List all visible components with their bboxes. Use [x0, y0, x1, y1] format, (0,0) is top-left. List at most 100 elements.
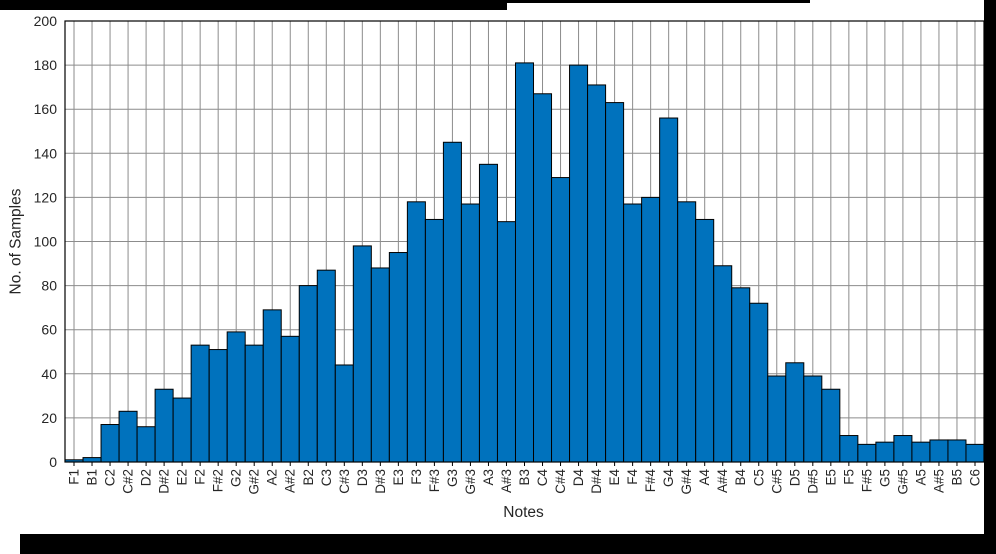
- y-tick-label: 140: [34, 145, 58, 161]
- bar-D#2: [154, 388, 174, 463]
- x-tick-label: C6: [967, 469, 982, 486]
- x-tick-label: B3: [517, 469, 532, 486]
- x-tick-label: B5: [949, 469, 964, 486]
- x-tick-label: D5: [787, 469, 802, 486]
- x-tick-label: A#3: [499, 469, 514, 493]
- bar-E3: [388, 252, 408, 463]
- bar-E5: [821, 388, 841, 463]
- bar-A3: [478, 163, 498, 463]
- y-tick-label: 40: [41, 366, 57, 382]
- x-tick-label: E2: [175, 469, 190, 486]
- bar-G#2: [244, 344, 264, 463]
- bar-B5: [947, 439, 967, 463]
- y-tick-label: 120: [34, 189, 58, 205]
- bar-F#2: [208, 349, 228, 463]
- bar-C#2: [118, 410, 138, 463]
- x-tick-label: E3: [391, 469, 406, 486]
- x-tick-label: G5: [877, 469, 892, 487]
- bar-C#4: [551, 177, 571, 463]
- bar-A#3: [496, 221, 516, 463]
- bar-G5: [875, 441, 895, 463]
- x-tick-label: D3: [355, 469, 370, 486]
- x-tick-label: G4: [661, 469, 676, 488]
- bar-B3: [514, 62, 535, 463]
- x-tick-label: D2: [139, 469, 154, 486]
- x-tick-label: F#4: [643, 469, 658, 493]
- bar-D3: [352, 245, 372, 463]
- top-black-line-artifact: [507, 0, 810, 3]
- y-axis-label: No. of Samples: [8, 188, 25, 294]
- x-tick-label: G#2: [247, 469, 262, 495]
- bar-E2: [172, 397, 192, 463]
- y-tick-label: 0: [49, 454, 57, 470]
- y-tick-label: 80: [41, 278, 57, 294]
- y-tick-label: 200: [34, 13, 58, 29]
- x-tick-label: F2: [193, 469, 208, 485]
- x-tick-label: A#5: [931, 469, 946, 493]
- x-tick-label: G#4: [679, 469, 694, 495]
- x-tick-label: B2: [301, 469, 316, 486]
- x-tick-label: B4: [733, 469, 748, 486]
- bar-D2: [136, 426, 156, 463]
- x-axis-label: Notes: [503, 504, 544, 521]
- bar-C#3: [334, 364, 354, 463]
- x-tick-label: C4: [535, 469, 550, 487]
- bar-D#5: [803, 375, 823, 463]
- bar-D#4: [587, 84, 607, 463]
- y-tick-label: 20: [41, 410, 57, 426]
- bar-A#2: [280, 335, 300, 463]
- x-tick-label: F#5: [859, 469, 874, 492]
- bar-A5: [911, 441, 931, 463]
- x-tick-label: A3: [481, 469, 496, 486]
- bar-G#4: [677, 201, 697, 463]
- bar-G4: [659, 117, 679, 463]
- x-tick-label: A#4: [715, 469, 730, 494]
- x-tick-label: C5: [751, 469, 766, 486]
- x-tick-label: D4: [571, 469, 586, 487]
- x-tick-label: F1: [67, 469, 82, 485]
- bar-C5: [749, 302, 769, 463]
- bar-B4: [731, 287, 751, 463]
- x-tick-label: F3: [409, 469, 424, 485]
- x-tick-label: A5: [913, 469, 928, 486]
- bar-D#3: [370, 267, 390, 463]
- bar-B1: [82, 457, 102, 463]
- x-tick-label: D#2: [157, 469, 172, 494]
- bar-G#5: [893, 435, 913, 463]
- bar-F4: [623, 203, 643, 463]
- x-tick-label: D#3: [373, 469, 388, 494]
- bar-D5: [785, 362, 805, 463]
- x-tick-label: A#2: [283, 469, 298, 493]
- x-tick-label: C2: [103, 469, 118, 486]
- y-tick-label: 60: [41, 322, 57, 338]
- x-tick-label: C#5: [769, 469, 784, 494]
- x-tick-label: G#5: [895, 469, 910, 495]
- bar-F2: [190, 344, 210, 463]
- x-tick-label: D#5: [805, 469, 820, 494]
- x-tick-label: G2: [229, 469, 244, 487]
- bar-A2: [262, 309, 282, 463]
- bar-G#3: [460, 203, 480, 463]
- x-tick-label: A2: [265, 469, 280, 486]
- x-tick-label: C#2: [121, 469, 136, 494]
- bar-C#5: [767, 375, 787, 463]
- bar-A#5: [929, 439, 949, 463]
- x-tick-label: C#3: [337, 469, 352, 494]
- bottom-black-bar-artifact: [20, 534, 996, 554]
- bar-C2: [100, 424, 120, 463]
- bar-D4: [569, 64, 589, 463]
- x-tick-label: E5: [823, 469, 838, 486]
- bar-C3: [316, 269, 336, 463]
- right-black-strip-artifact: [984, 0, 996, 554]
- bar-G3: [442, 141, 462, 463]
- x-tick-label: E4: [607, 469, 622, 486]
- x-tick-label: G3: [445, 469, 460, 487]
- top-black-bar-artifact: [0, 0, 507, 10]
- y-tick-label: 180: [34, 57, 58, 73]
- bar-F5: [839, 435, 859, 463]
- bar-G2: [226, 331, 246, 463]
- bar-F3: [406, 201, 426, 463]
- bar-F#3: [424, 218, 444, 463]
